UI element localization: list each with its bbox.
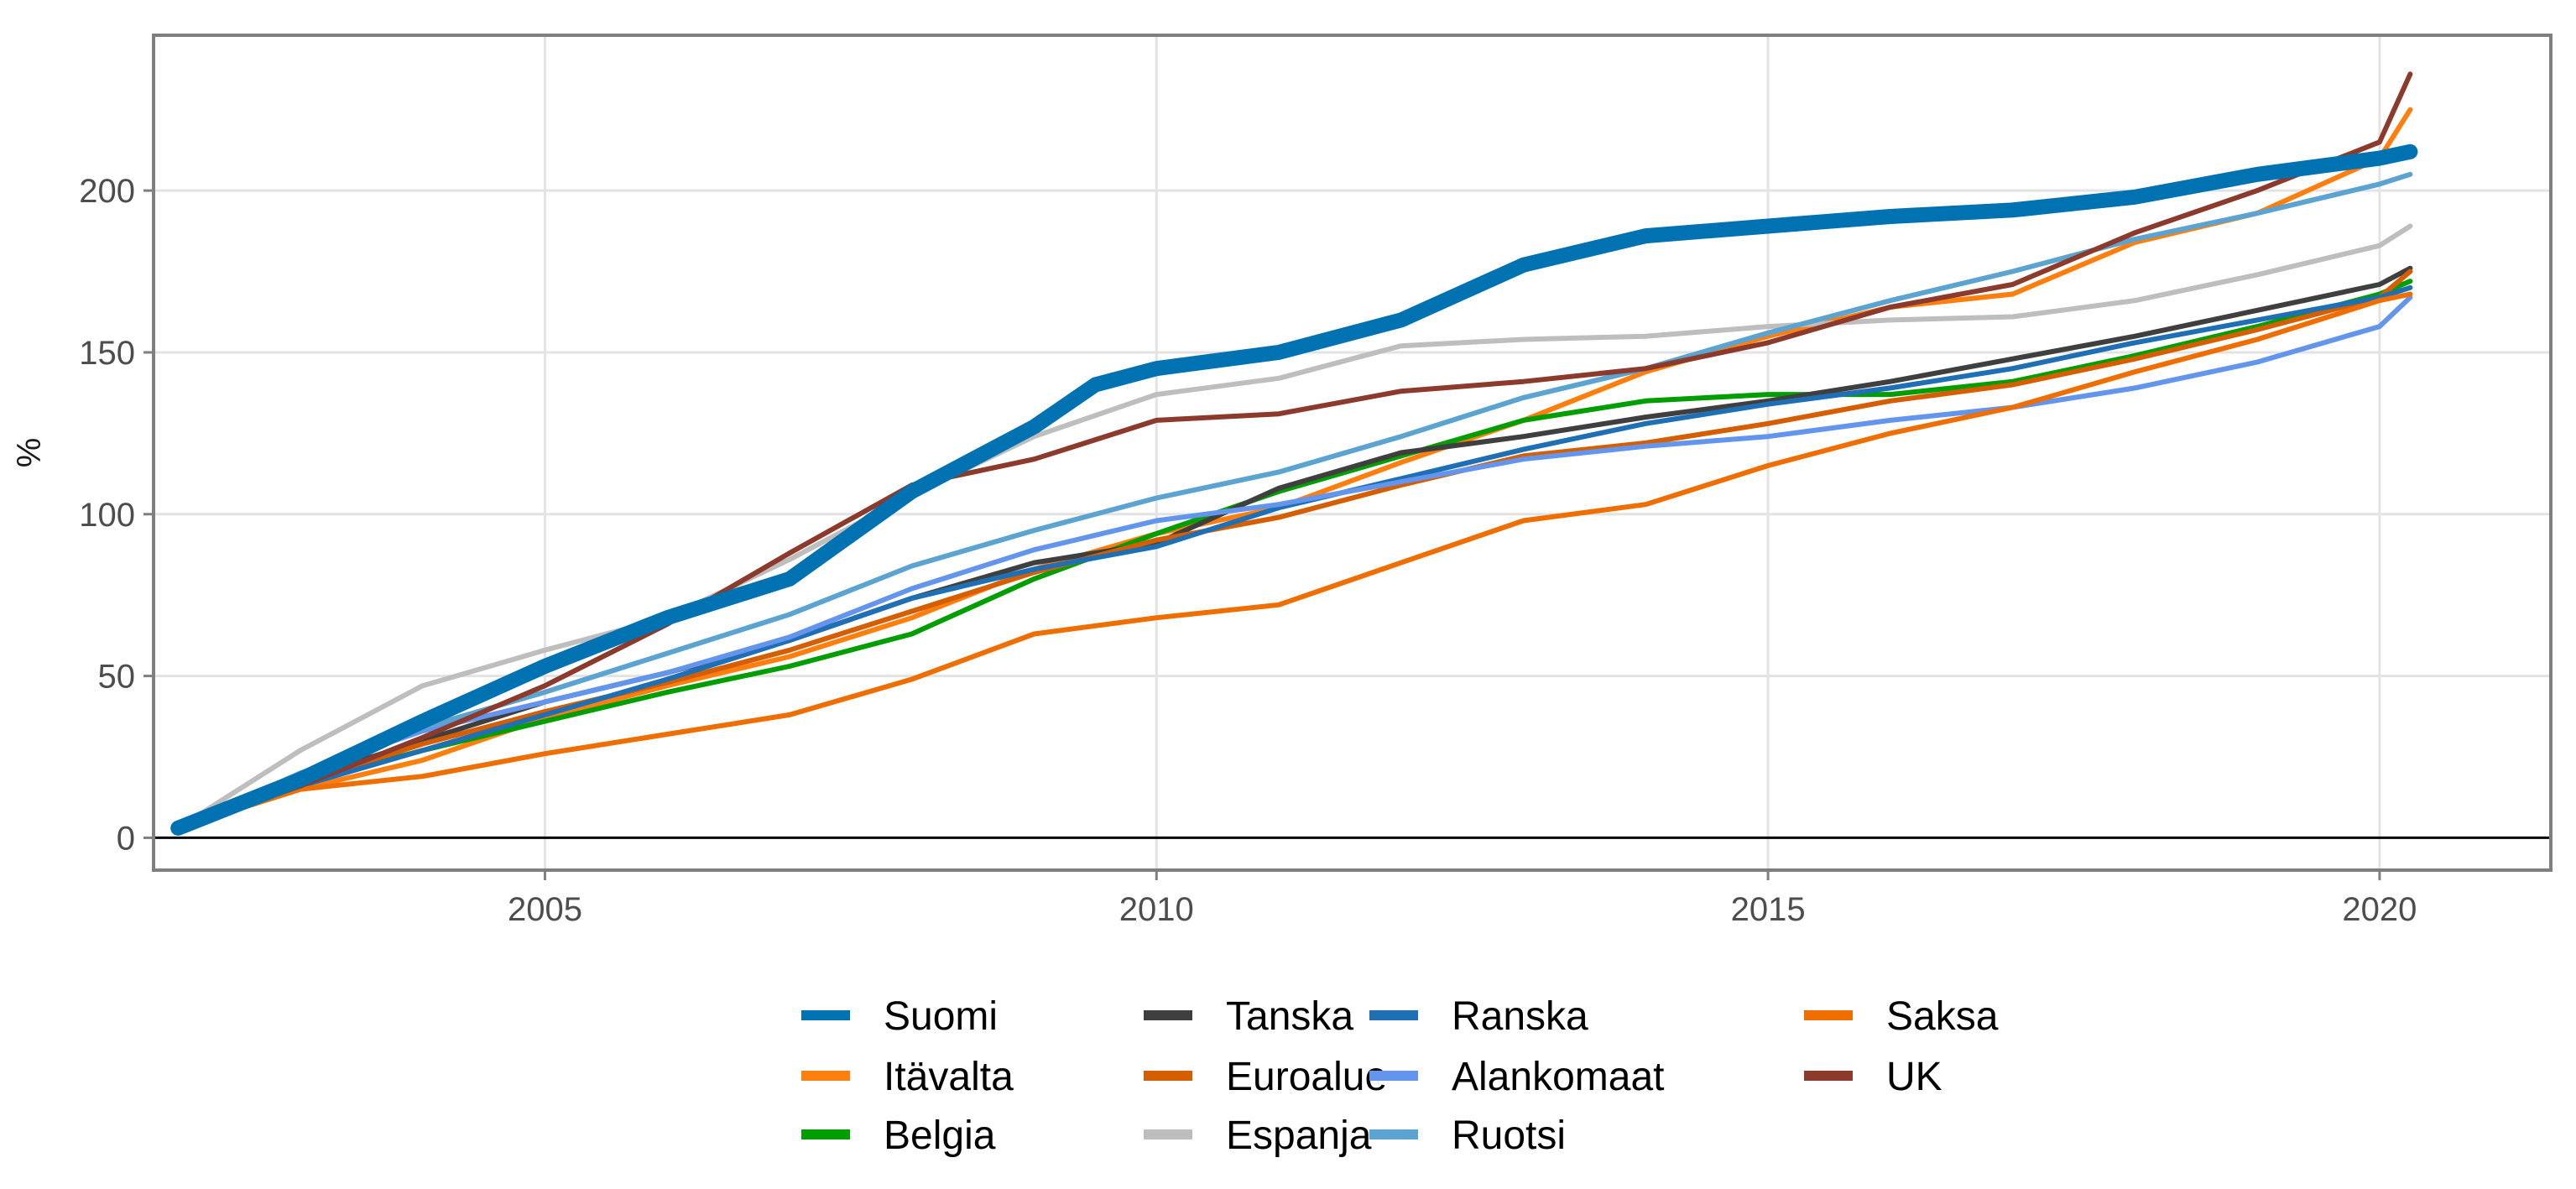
series-line-espanja	[175, 223, 2413, 831]
legend-item-belgia: Belgia	[801, 1113, 996, 1158]
series-line-saksa	[175, 291, 2413, 831]
legend-label-ruotsi: Ruotsi	[1452, 1113, 1566, 1158]
y-axis-ticks: 0 50 100 150 200	[79, 173, 154, 857]
x-tick-label: 2010	[1119, 891, 1194, 928]
legend-label-ranska: Ranska	[1452, 994, 1588, 1039]
legend-item-tanska: Tanska	[1144, 994, 1353, 1039]
series-line-uk	[175, 71, 2413, 831]
y-tick-label: 150	[79, 335, 135, 372]
legend-item-suomi: Suomi	[801, 994, 998, 1039]
legend-label-alankomaat: Alankomaat	[1452, 1055, 1664, 1099]
y-tick-label: 50	[98, 659, 136, 696]
legend-label-itavalta: Itävalta	[884, 1055, 1014, 1099]
series-line-alankomaat	[175, 295, 2413, 831]
series-line-suomi	[170, 143, 2418, 836]
legend-item-saksa: Saksa	[1804, 994, 1999, 1039]
legend-label-uk: UK	[1886, 1055, 1942, 1099]
x-axis-ticks: 2005 2010 2015 2020	[508, 870, 2417, 928]
series-lines	[170, 71, 2418, 836]
legend-label-tanska: Tanska	[1226, 994, 1353, 1039]
x-tick-label: 2005	[508, 891, 582, 928]
legend-item-euroalue: Euroalue	[1144, 1055, 1387, 1099]
legend-label-belgia: Belgia	[884, 1113, 996, 1158]
legend-item-itavalta: Itävalta	[801, 1055, 1014, 1099]
x-tick-label: 2020	[2342, 891, 2417, 928]
panel-border	[152, 34, 2553, 872]
y-axis-title: %	[11, 438, 48, 468]
x-tick-label: 2015	[1731, 891, 1806, 928]
legend-item-ranska: Ranska	[1369, 994, 1588, 1039]
legend-item-espanja: Espanja	[1144, 1113, 1372, 1158]
series-line-itavalta	[175, 107, 2413, 831]
legend-item-uk: UK	[1804, 1055, 1942, 1099]
legend-label-euroalue: Euroalue	[1226, 1055, 1387, 1099]
legend-item-ruotsi: Ruotsi	[1369, 1113, 1566, 1158]
legend: Suomi Itävalta Belgia Tanska Euroalue Espanja…	[801, 994, 1999, 1158]
series-line-ruotsi	[175, 171, 2413, 831]
y-tick-label: 200	[79, 173, 135, 210]
legend-label-saksa: Saksa	[1886, 994, 1999, 1039]
y-tick-label: 0	[117, 820, 135, 857]
legend-label-suomi: Suomi	[884, 994, 998, 1039]
legend-item-alankomaat: Alankomaat	[1369, 1055, 1664, 1099]
legend-label-espanja: Espanja	[1226, 1113, 1372, 1158]
series-line-belgia	[175, 279, 2413, 831]
y-tick-label: 100	[79, 497, 135, 534]
